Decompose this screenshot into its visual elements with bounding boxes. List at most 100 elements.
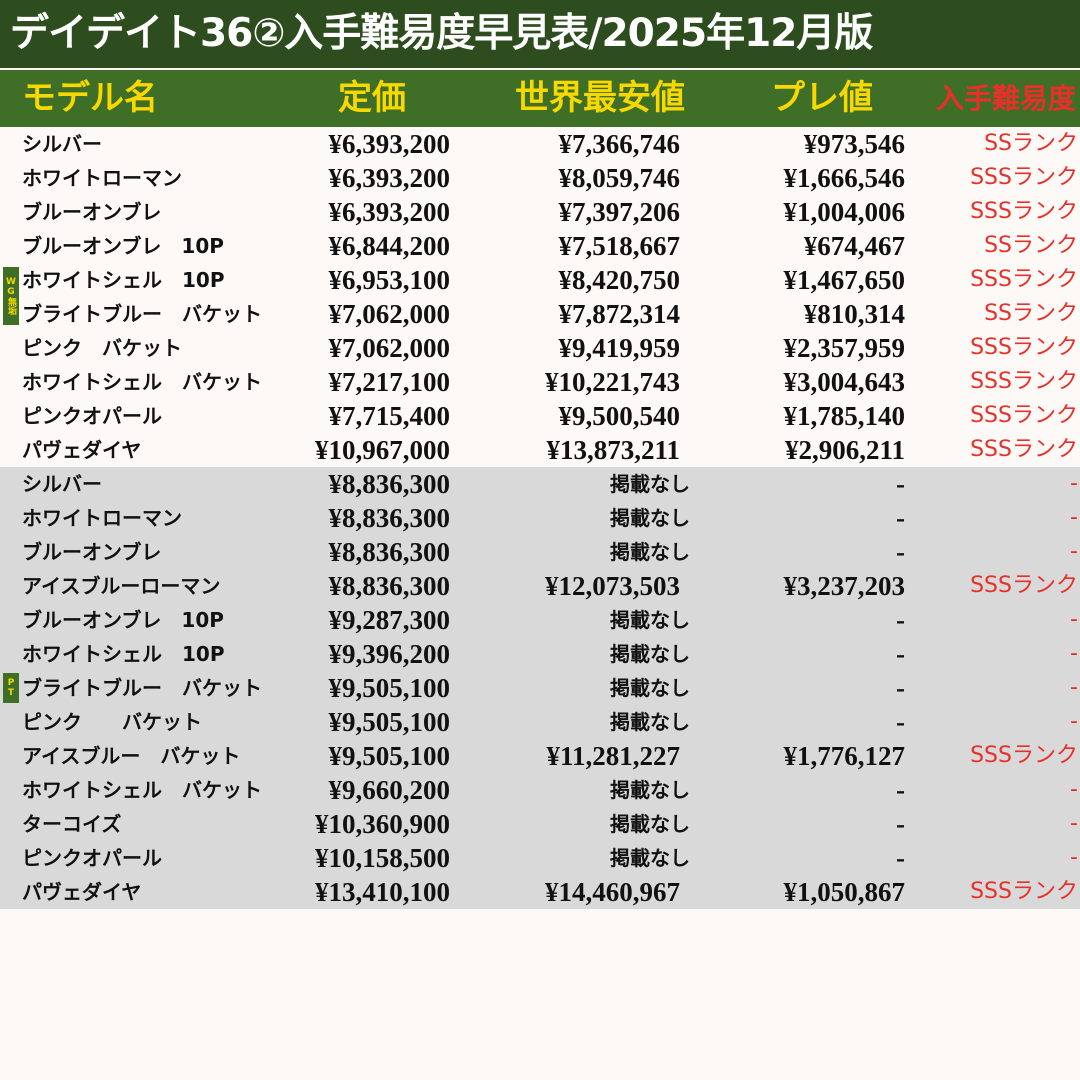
model-name: ホワイトローマン bbox=[22, 166, 182, 190]
lowest-price: ¥7,518,667 bbox=[558, 231, 681, 261]
difficulty: SSSランク bbox=[970, 199, 1078, 224]
list-price: ¥7,217,100 bbox=[328, 367, 451, 397]
premium: - bbox=[896, 537, 905, 567]
premium: - bbox=[896, 707, 905, 737]
model-name: ピンクオパール bbox=[22, 846, 162, 870]
model-name: ピンク バケット bbox=[22, 710, 202, 734]
difficulty: SSSランク bbox=[970, 437, 1078, 462]
group-label: WG無垢 bbox=[3, 267, 19, 325]
list-price: ¥10,967,000 bbox=[315, 435, 450, 465]
list-price: ¥8,836,300 bbox=[328, 503, 451, 533]
lowest-price: 掲載なし bbox=[610, 676, 690, 700]
list-price: ¥7,715,400 bbox=[328, 401, 451, 431]
column-header: モデル名 bbox=[22, 78, 158, 118]
difficulty: SSSランク bbox=[970, 403, 1078, 428]
lowest-price: ¥9,500,540 bbox=[558, 401, 681, 431]
difficulty: SSSランク bbox=[970, 335, 1078, 360]
group-background bbox=[0, 467, 1080, 909]
model-name: ホワイトシェル 10P bbox=[22, 642, 225, 666]
premium: ¥1,666,546 bbox=[783, 163, 906, 193]
difficulty: - bbox=[1070, 641, 1078, 666]
list-price: ¥9,660,200 bbox=[328, 775, 451, 805]
list-price: ¥6,393,200 bbox=[328, 129, 451, 159]
column-header: 世界最安値 bbox=[515, 78, 685, 118]
premium: - bbox=[896, 673, 905, 703]
model-name: ホワイトローマン bbox=[22, 506, 182, 530]
list-price: ¥9,396,200 bbox=[328, 639, 451, 669]
premium: ¥810,314 bbox=[803, 299, 905, 329]
difficulty: - bbox=[1070, 845, 1078, 870]
lowest-price: 掲載なし bbox=[610, 812, 690, 836]
list-price: ¥8,836,300 bbox=[328, 537, 451, 567]
lowest-price: 掲載なし bbox=[610, 608, 690, 632]
model-name: パヴェダイヤ bbox=[22, 438, 142, 462]
difficulty: - bbox=[1070, 777, 1078, 802]
lowest-price: 掲載なし bbox=[610, 710, 690, 734]
model-name: アイスブルー バケット bbox=[22, 744, 241, 768]
list-price: ¥8,836,300 bbox=[328, 571, 451, 601]
model-name: ホワイトシェル バケット bbox=[22, 370, 262, 394]
difficulty: SSSランク bbox=[970, 743, 1078, 768]
model-name: ブルーオンブレ 10P bbox=[22, 608, 224, 632]
difficulty: - bbox=[1070, 471, 1078, 496]
lowest-price: ¥9,419,959 bbox=[558, 333, 681, 363]
list-price: ¥6,844,200 bbox=[328, 231, 451, 261]
group-background bbox=[0, 127, 1080, 467]
premium: ¥973,546 bbox=[803, 129, 905, 159]
difficulty: SSSランク bbox=[970, 573, 1078, 598]
lowest-price: ¥10,221,743 bbox=[545, 367, 680, 397]
lowest-price: 掲載なし bbox=[610, 778, 690, 802]
difficulty: - bbox=[1070, 505, 1078, 530]
difficulty: - bbox=[1070, 811, 1078, 836]
list-price: ¥6,953,100 bbox=[328, 265, 451, 295]
lowest-price: 掲載なし bbox=[610, 540, 690, 564]
difficulty: SSSランク bbox=[970, 879, 1078, 904]
difficulty: - bbox=[1070, 675, 1078, 700]
list-price: ¥10,360,900 bbox=[315, 809, 450, 839]
premium: ¥2,357,959 bbox=[783, 333, 906, 363]
lowest-price: 掲載なし bbox=[610, 846, 690, 870]
model-name: ブルーオンブレ bbox=[22, 200, 162, 224]
model-name: ピンクオパール bbox=[22, 404, 162, 428]
difficulty: SSランク bbox=[984, 301, 1078, 326]
lowest-price: ¥8,420,750 bbox=[558, 265, 681, 295]
premium: ¥1,776,127 bbox=[783, 741, 906, 771]
difficulty: SSSランク bbox=[970, 165, 1078, 190]
model-name: ホワイトシェル バケット bbox=[22, 778, 262, 802]
header-row bbox=[0, 70, 1080, 127]
column-header: 定価 bbox=[338, 78, 406, 118]
difficulty: SSランク bbox=[984, 233, 1078, 258]
model-name: ホワイトシェル 10P bbox=[22, 268, 225, 292]
list-price: ¥9,505,100 bbox=[328, 673, 451, 703]
premium: - bbox=[896, 843, 905, 873]
difficulty: - bbox=[1070, 539, 1078, 564]
title: デイデイト36②入手難易度早見表/2025年12月版 bbox=[0, 0, 1080, 68]
premium: ¥1,050,867 bbox=[783, 877, 906, 907]
list-price: ¥13,410,100 bbox=[315, 877, 450, 907]
list-price: ¥6,393,200 bbox=[328, 197, 451, 227]
premium: - bbox=[896, 469, 905, 499]
list-price: ¥9,505,100 bbox=[328, 707, 451, 737]
lowest-price: ¥7,872,314 bbox=[558, 299, 681, 329]
column-header: プレ値 bbox=[771, 78, 873, 118]
lowest-price: 掲載なし bbox=[610, 472, 690, 496]
model-name: パヴェダイヤ bbox=[22, 880, 142, 904]
premium: ¥1,785,140 bbox=[783, 401, 906, 431]
model-name: ブルーオンブレ 10P bbox=[22, 234, 224, 258]
model-name: シルバー bbox=[22, 132, 102, 156]
premium: ¥1,467,650 bbox=[783, 265, 906, 295]
premium: - bbox=[896, 503, 905, 533]
list-price: ¥9,287,300 bbox=[328, 605, 451, 635]
lowest-price: ¥13,873,211 bbox=[546, 435, 680, 465]
lowest-price: ¥14,460,967 bbox=[545, 877, 680, 907]
premium: ¥2,906,211 bbox=[784, 435, 905, 465]
premium: - bbox=[896, 809, 905, 839]
difficulty: - bbox=[1070, 709, 1078, 734]
lowest-price: 掲載なし bbox=[610, 642, 690, 666]
difficulty: SSランク bbox=[984, 131, 1078, 156]
list-price: ¥7,062,000 bbox=[328, 333, 451, 363]
lowest-price: ¥8,059,746 bbox=[558, 163, 681, 193]
premium: ¥3,237,203 bbox=[783, 571, 906, 601]
list-price: ¥7,062,000 bbox=[328, 299, 451, 329]
